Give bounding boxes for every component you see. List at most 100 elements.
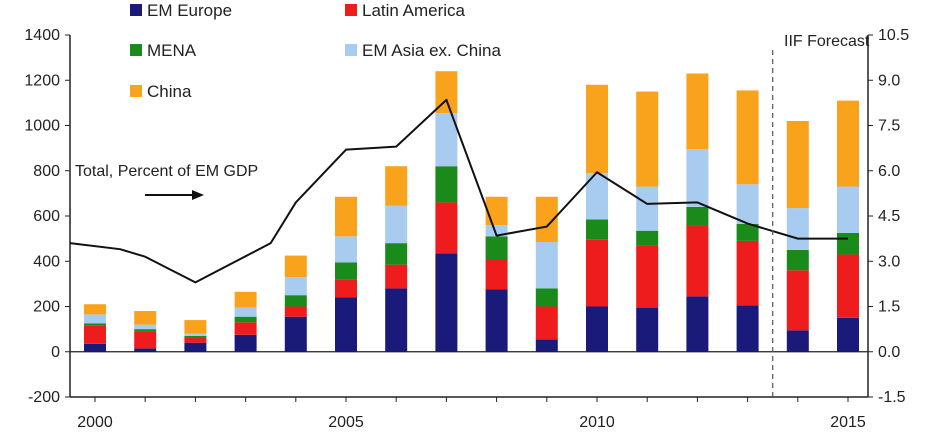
left-tick-label: 600: [33, 208, 60, 225]
bar-latin-america-2008: [485, 258, 508, 290]
right-tick-label: 0.0: [878, 344, 900, 361]
bar-mena-2014: [786, 249, 809, 271]
legend-label: EM Europe: [147, 1, 232, 20]
legend-label: MENA: [147, 41, 197, 60]
bar-latin-america-2000: [84, 325, 106, 344]
line-layer: [69, 98, 848, 284]
right-tick-label: 9.0: [878, 72, 900, 89]
left-tick-label: 1200: [24, 72, 60, 89]
bar-mena-2012: [686, 206, 709, 226]
bar-china-2000: [84, 304, 106, 315]
bar-china-2007: [435, 71, 458, 114]
x-tick-label: 2005: [328, 414, 364, 431]
annotations: IIF Forecast Total, Percent of EM GDP: [75, 33, 870, 397]
right-tick-label: 3.0: [878, 253, 900, 270]
line-annotation-label: Total, Percent of EM GDP: [75, 163, 258, 180]
bar-em-asia-ex-china-2003: [234, 307, 257, 317]
bar-em-europe-2011: [636, 307, 659, 352]
bar-china-2013: [736, 90, 759, 185]
bar-em-asia-ex-china-2010: [586, 173, 608, 220]
bar-china-2009: [535, 196, 558, 243]
bar-em-asia-ex-china-2004: [284, 277, 307, 296]
bar-china-2008: [485, 196, 508, 226]
legend-swatch: [345, 44, 357, 56]
bar-em-europe-2012: [686, 296, 709, 352]
legend-swatch: [345, 4, 357, 16]
left-tick-label: 200: [33, 299, 60, 316]
left-tick-label: 1000: [24, 118, 60, 135]
right-tick-label: -1.5: [878, 389, 906, 406]
bar-mena-2002: [184, 335, 207, 338]
bar-em-europe-2008: [485, 289, 508, 352]
bar-em-europe-2006: [385, 288, 408, 352]
bar-latin-america-2003: [234, 322, 257, 335]
bar-em-asia-ex-china-2000: [84, 314, 106, 324]
bar-mena-2008: [485, 236, 508, 259]
legend: EM Europe MENA China Latin America EM Asia e…: [130, 1, 501, 101]
bar-em-asia-ex-china-2007: [435, 113, 458, 167]
x-tick-label: 2015: [830, 414, 866, 431]
right-tick-label: 1.5: [878, 299, 900, 316]
bar-china-2001: [134, 311, 157, 325]
bar-em-europe-2002: [184, 342, 207, 352]
bar-china-2015: [837, 100, 859, 187]
bar-em-europe-2015: [837, 317, 859, 352]
bar-mena-2010: [586, 219, 608, 240]
bar-china-2003: [234, 291, 257, 308]
bar-em-europe-2005: [335, 297, 357, 352]
bar-em-asia-ex-china-2002: [184, 333, 207, 336]
legend-label: EM Asia ex. China: [362, 41, 501, 60]
bar-china-2002: [184, 320, 207, 334]
bar-em-europe-2010: [586, 306, 608, 352]
x-tick-label: 2000: [77, 414, 113, 431]
bar-mena-2005: [335, 262, 357, 280]
bar-mena-2003: [234, 316, 257, 323]
left-tick-label: 400: [33, 253, 60, 270]
bar-china-2014: [786, 120, 809, 209]
bar-china-2005: [335, 196, 357, 237]
bar-mena-2006: [385, 243, 408, 265]
bar-em-europe-2013: [736, 305, 759, 352]
bar-latin-america-2013: [736, 240, 759, 306]
bar-latin-america-2011: [636, 245, 659, 308]
bar-em-asia-ex-china-2015: [837, 186, 859, 233]
bar-latin-america-2002: [184, 337, 207, 343]
bar-china-2010: [586, 84, 608, 174]
line-total-percent-em-gdp: [69, 98, 848, 284]
bar-latin-america-2006: [385, 264, 408, 289]
right-tick-label: 6.0: [878, 163, 900, 180]
bar-em-europe-2009: [535, 339, 558, 352]
bar-latin-america-2004: [284, 306, 307, 317]
bar-em-asia-ex-china-2011: [636, 186, 659, 231]
legend-swatch: [130, 4, 142, 16]
legend-swatch: [130, 85, 142, 97]
bar-latin-america-2012: [686, 225, 709, 297]
legend-swatch: [130, 44, 142, 56]
bar-latin-america-2015: [837, 254, 859, 318]
bar-latin-america-2005: [335, 279, 357, 298]
bar-mena-2013: [736, 223, 759, 241]
bar-mena-2011: [636, 230, 659, 246]
bar-china-2004: [284, 255, 307, 278]
right-tick-label: 4.5: [878, 208, 900, 225]
bar-china-2011: [636, 91, 659, 187]
bar-em-europe-2001: [134, 348, 157, 352]
bar-latin-america-2007: [435, 202, 458, 254]
bar-em-europe-2004: [284, 316, 307, 352]
bar-em-asia-ex-china-2013: [736, 184, 759, 224]
arrow-head-icon: [192, 190, 204, 200]
left-tick-label: -200: [28, 389, 60, 406]
bar-china-2006: [385, 166, 408, 206]
bar-mena-2015: [837, 232, 859, 255]
bar-em-asia-ex-china-2009: [535, 242, 558, 289]
bar-mena-2009: [535, 288, 558, 307]
bar-latin-america-2014: [786, 270, 809, 331]
right-tick-label: 7.5: [878, 118, 900, 135]
bar-latin-america-2001: [134, 331, 157, 349]
bar-mena-2004: [284, 295, 307, 307]
bar-em-asia-ex-china-2001: [134, 324, 157, 330]
bar-latin-america-2010: [586, 239, 608, 307]
forecast-label: IIF Forecast: [784, 33, 870, 50]
bar-em-asia-ex-china-2012: [686, 149, 709, 207]
